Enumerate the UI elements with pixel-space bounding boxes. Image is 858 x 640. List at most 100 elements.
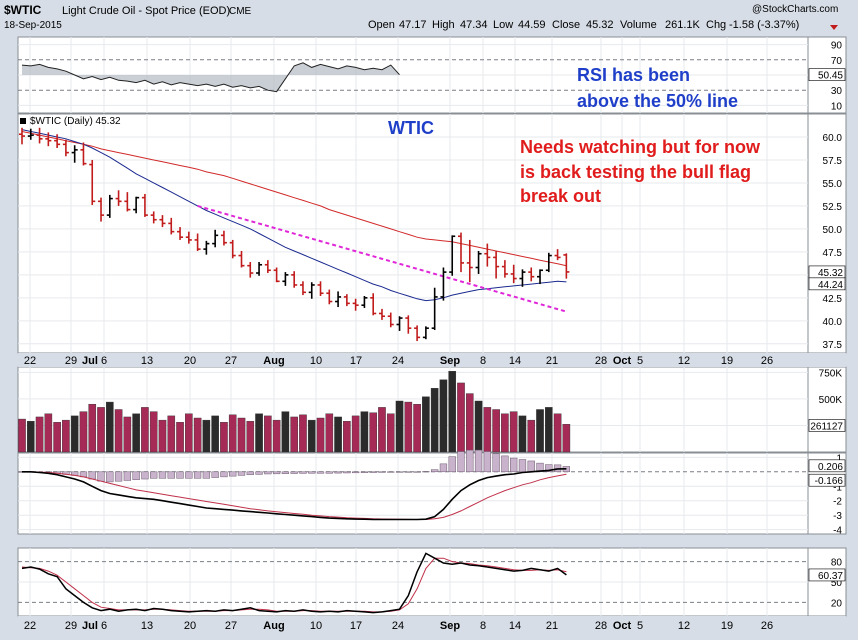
- macd-histogram-bar: [220, 471, 228, 478]
- x-tick-label: Sep: [440, 620, 460, 632]
- volume-bar: [44, 413, 53, 453]
- volume-bar: [483, 407, 492, 453]
- instrument-name: Light Crude Oil - Spot Price (EOD): [62, 5, 230, 17]
- macd-histogram-bar: [97, 471, 105, 482]
- x-tick-label: 17: [350, 620, 362, 632]
- ma50-line: [21, 131, 567, 267]
- rsi-tick-label: 30: [831, 86, 843, 97]
- x-tick-label: 5: [637, 620, 643, 632]
- ohlc-bar: [168, 217, 175, 235]
- ohlc-bar: [27, 128, 34, 140]
- macd-histogram-bar: [369, 471, 377, 473]
- price-tick-label: 52.5: [823, 202, 843, 213]
- volume-bar: [35, 416, 44, 453]
- ohlc-bar: [519, 269, 526, 287]
- x-tick-label: 28: [595, 355, 607, 367]
- volume-bar: [264, 415, 272, 453]
- x-axis-top: [18, 353, 846, 367]
- volume-bar: [360, 411, 369, 453]
- ohlc-bar: [537, 269, 544, 285]
- ohlc-bar: [203, 240, 210, 255]
- volume-tick-label: 750K: [819, 368, 843, 379]
- x-tick-label: 12: [678, 355, 690, 367]
- rsi-last-value: 50.45: [818, 71, 843, 82]
- price-last-value: 45.32: [818, 268, 843, 279]
- ohlc-bar: [449, 235, 456, 276]
- ohlc-bar: [493, 250, 500, 279]
- x-tick-label: 20: [184, 620, 196, 632]
- volume-bar: [79, 411, 88, 453]
- macd-histogram-bar: [272, 471, 281, 475]
- price-legend: $WTIC (Daily) 45.32: [30, 116, 121, 127]
- macd-histogram-bar: [422, 471, 430, 473]
- price-tick-label: 47.5: [823, 248, 843, 259]
- x-tick-label: 29: [65, 355, 77, 367]
- source-credit: @StockCharts.com: [752, 4, 838, 15]
- x-tick-label: Aug: [263, 355, 284, 367]
- price-tick-label: 50.0: [823, 225, 843, 236]
- volume-bar: [185, 413, 193, 453]
- rsi-tick-label: 90: [831, 41, 843, 52]
- volume-bar: [97, 407, 105, 453]
- price-tick-label: 57.5: [823, 156, 843, 167]
- macd-histogram-bar: [395, 471, 404, 473]
- ohlc-bar: [71, 145, 78, 163]
- ohlc-bar: [141, 193, 148, 217]
- volume-bar: [149, 411, 158, 453]
- macd-histogram-bar: [545, 464, 553, 473]
- x-tick-label: 13: [141, 620, 153, 632]
- panel-volume: [17, 366, 809, 453]
- x-tick-label: 21: [546, 355, 558, 367]
- ohlc-bar: [378, 308, 385, 320]
- volume-label: Volume: [620, 19, 657, 31]
- ma-last-value-box: [808, 277, 846, 291]
- stoch-k-line: [21, 552, 567, 614]
- panel-macd: [17, 452, 809, 535]
- volume-bar: [562, 424, 571, 453]
- ohlc-bar: [299, 281, 306, 296]
- volume-bar: [474, 400, 483, 453]
- price-tick-label: 40.0: [823, 317, 843, 328]
- volume-bar: [62, 419, 70, 453]
- ohlc-bar: [308, 282, 315, 299]
- chg-value: -1.58 (-3.37%): [729, 19, 799, 31]
- wtic-annotation: WTIC: [388, 118, 434, 138]
- volume-bar: [553, 413, 562, 453]
- volume-bar: [255, 413, 263, 453]
- ohlc-low-label: Low: [493, 19, 513, 31]
- ohlc-bar: [115, 190, 122, 206]
- exchange: CME: [229, 6, 252, 17]
- ohlc-bar: [54, 134, 61, 149]
- ohlc-bar: [62, 139, 69, 157]
- macd-histogram-bar: [246, 471, 254, 475]
- macd-histogram-bar: [167, 471, 175, 479]
- volume-bar: [228, 414, 237, 453]
- volume-last-value-box: [808, 419, 846, 432]
- macd-signal-last-value-box: [808, 473, 846, 487]
- macd-tick-label: -3: [833, 511, 842, 522]
- macd-histogram-bar: [474, 449, 483, 473]
- ohlc-bar: [440, 267, 447, 301]
- macd-histogram-bar: [413, 471, 421, 473]
- ohlc-bar: [422, 326, 429, 340]
- ohlc-bar: [282, 272, 289, 286]
- ohlc-bar: [335, 291, 342, 308]
- price-tick-label: 37.5: [823, 340, 843, 351]
- ohlc-bar: [475, 250, 482, 274]
- x-tick-label: 26: [761, 620, 773, 632]
- ohlc-bar: [247, 261, 254, 278]
- macd-histogram-bar: [281, 471, 290, 474]
- volume-bar: [343, 420, 351, 453]
- stoch-last-value-box: [808, 568, 846, 582]
- volume-bar: [404, 401, 413, 453]
- axis-panel-volume: [807, 366, 847, 453]
- ohlc-bar: [545, 252, 552, 273]
- chg-label: Chg: [706, 19, 726, 31]
- x-tick-label: Jul: [82, 620, 98, 632]
- volume-bar: [386, 413, 395, 453]
- x-tick-label: 21: [546, 620, 558, 632]
- ma-last-value: 44.24: [818, 280, 843, 291]
- ohlc-bar: [326, 289, 333, 305]
- x-tick-label: 24: [392, 620, 404, 632]
